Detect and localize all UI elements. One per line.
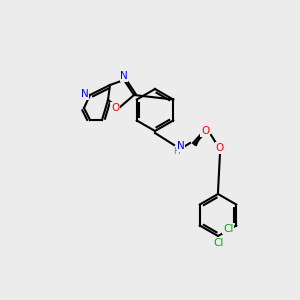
Text: H: H [172, 148, 179, 157]
Text: N: N [81, 89, 89, 99]
Text: Cl: Cl [214, 238, 224, 248]
Text: N: N [120, 71, 128, 81]
Text: O: O [111, 103, 119, 113]
Text: O: O [201, 126, 209, 136]
Text: O: O [216, 143, 224, 153]
Text: Cl: Cl [223, 224, 233, 233]
Text: N: N [177, 141, 185, 151]
